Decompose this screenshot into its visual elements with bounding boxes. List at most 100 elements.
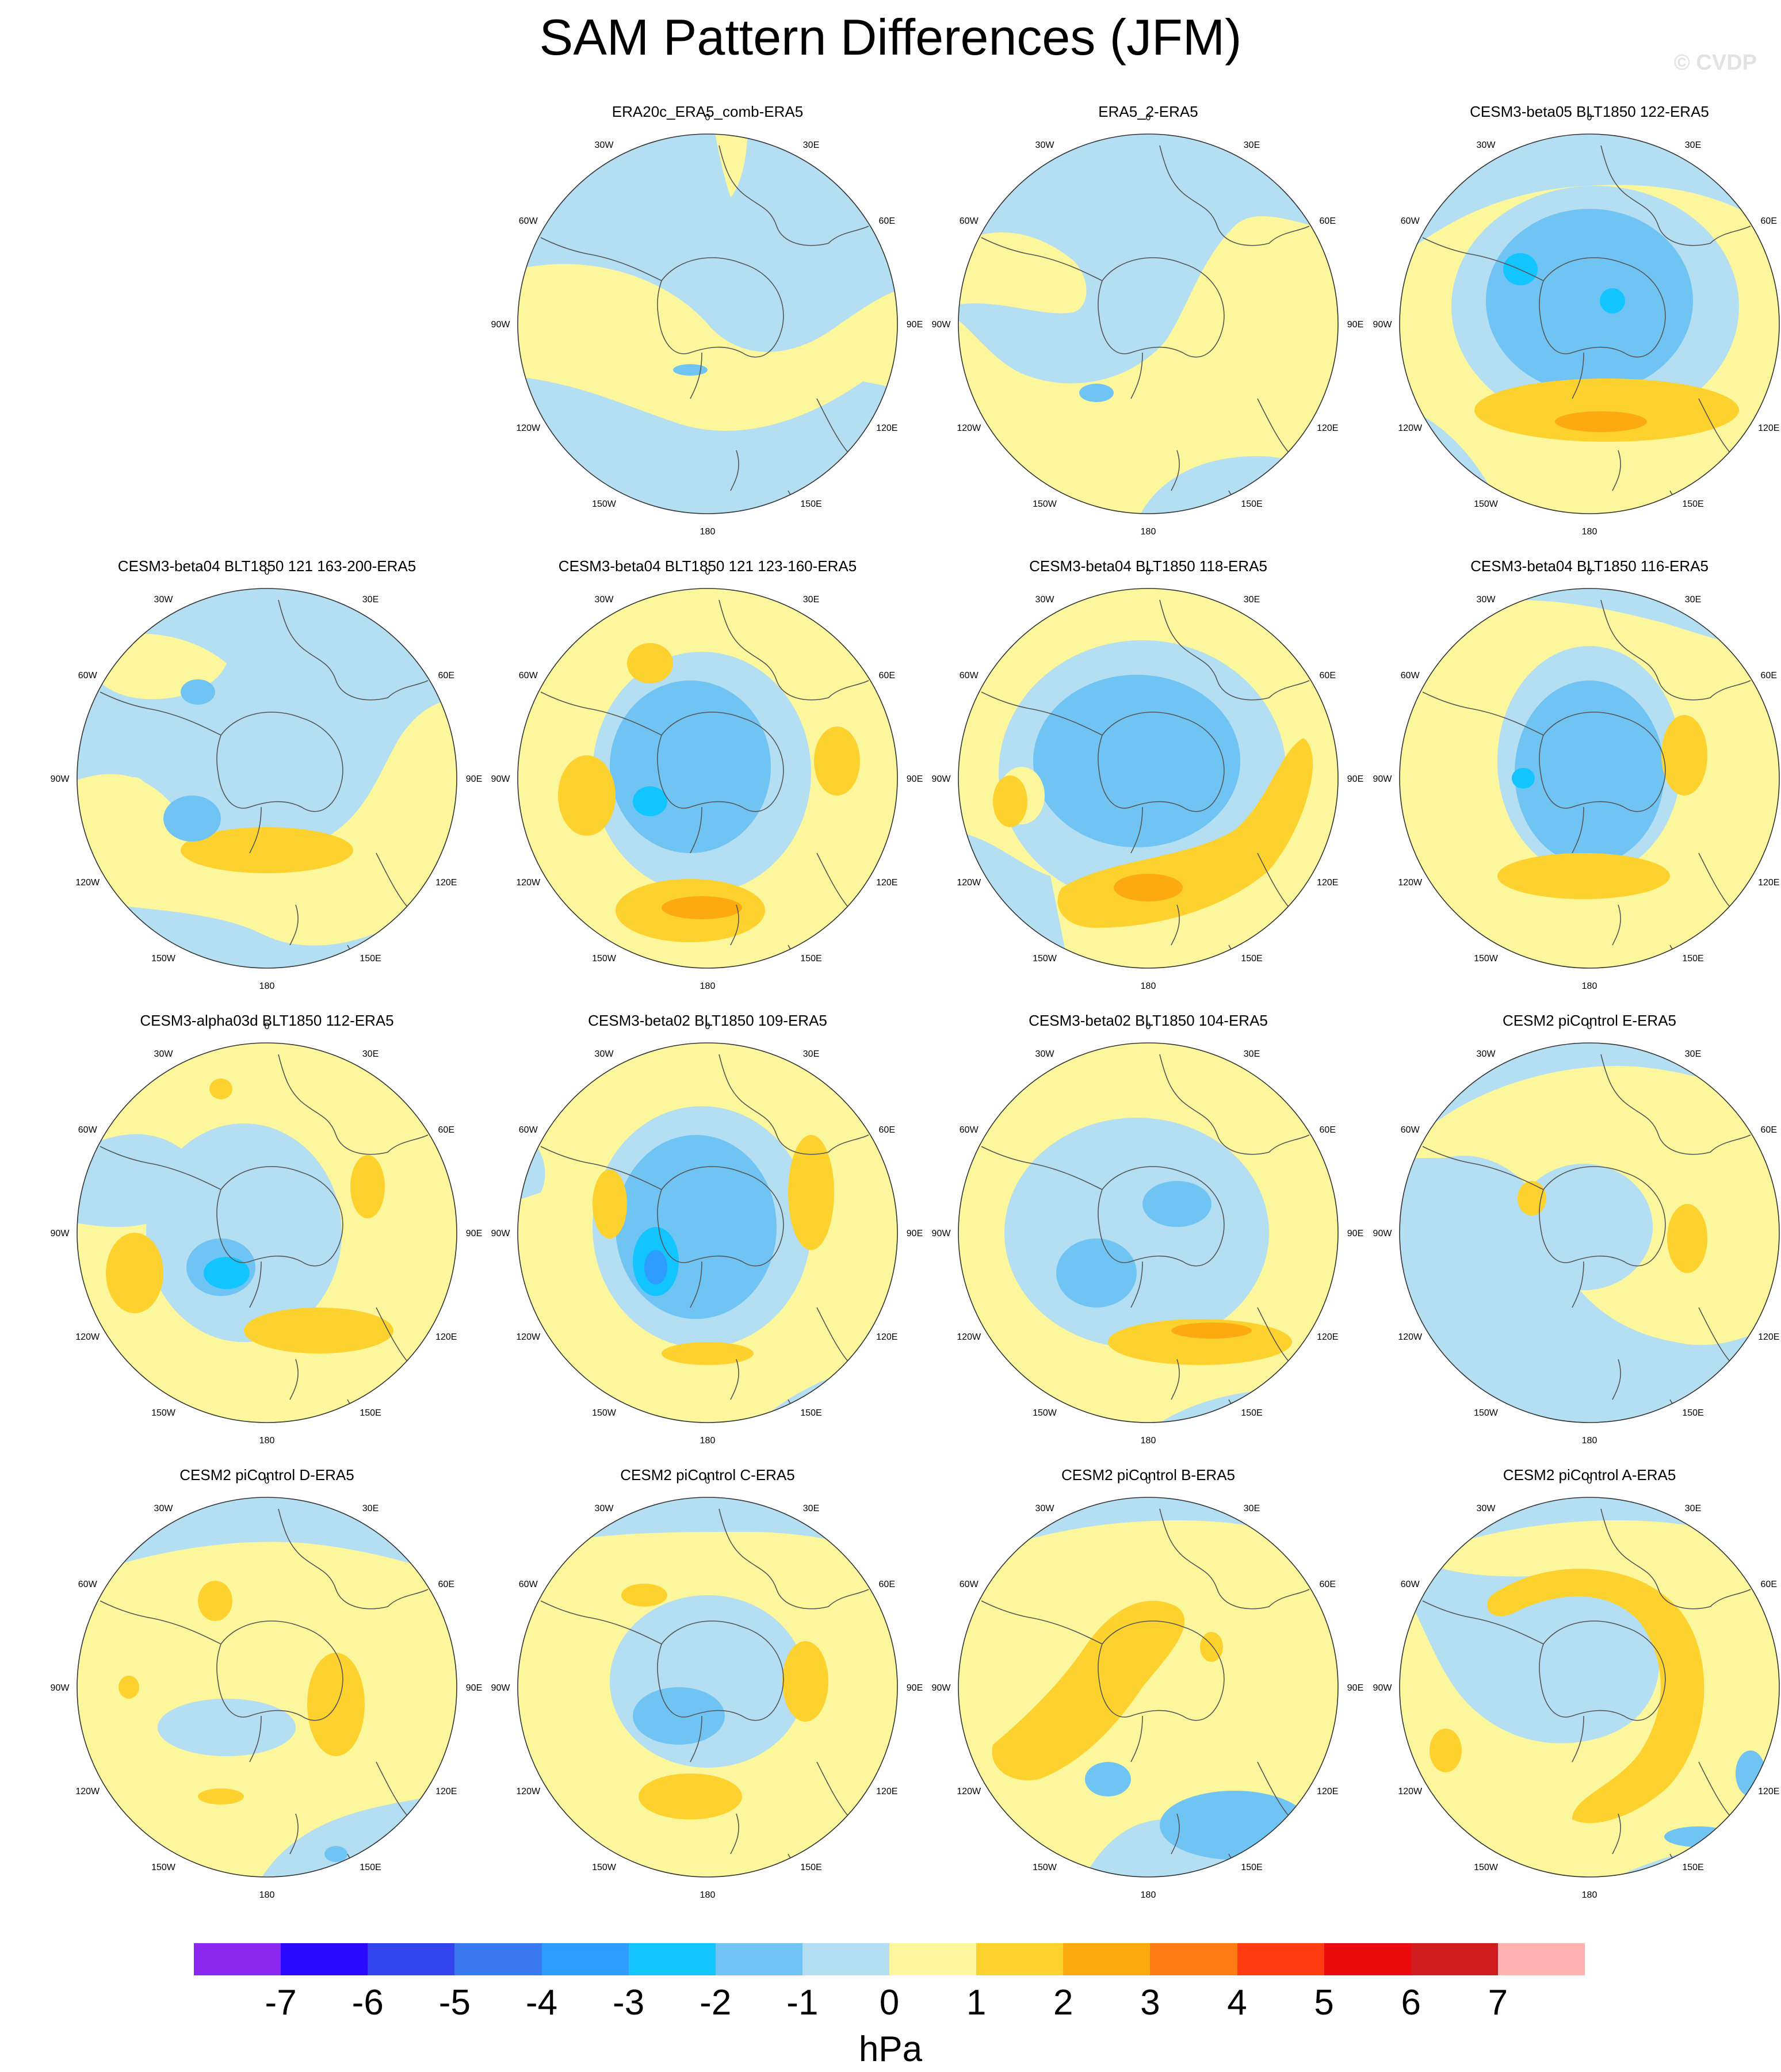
coastline — [730, 904, 739, 946]
coastline — [1612, 450, 1621, 491]
colorbar-swatch — [368, 1943, 455, 1975]
coastline — [1600, 145, 1751, 246]
panel-title: CESM3-beta05 BLT1850 122-ERA5 — [1470, 103, 1709, 120]
longitude-label: 180 — [1141, 981, 1156, 991]
colorbar-swatch — [541, 1943, 629, 1975]
longitude-label: 0 — [265, 1476, 270, 1486]
panel-title: CESM3-beta02 BLT1850 109-ERA5 — [588, 1012, 827, 1029]
longitude-label: 150E — [800, 1408, 821, 1418]
map-panel: CESM3-beta05 BLT1850 122-ERA5030E60E90E1… — [1371, 102, 1781, 540]
coastline — [1171, 904, 1180, 946]
contour-fill — [627, 643, 673, 683]
colorbar-tick-label: 6 — [1401, 1983, 1421, 2023]
contour-fill — [1487, 1569, 1704, 1823]
coastline — [730, 1359, 739, 1400]
colorbar-swatch — [628, 1943, 716, 1975]
contour-fill — [1142, 1181, 1211, 1227]
coastline — [690, 806, 702, 854]
coastline — [1171, 450, 1180, 491]
contour-fill — [1676, 945, 1779, 968]
coastline — [216, 1166, 343, 1267]
longitude-label: 60E — [1320, 216, 1336, 226]
figure-title: SAM Pattern Differences (JFM) — [539, 9, 1242, 66]
map-boundary — [517, 1497, 898, 1878]
longitude-label: 30W — [154, 595, 174, 605]
colorbar-swatch — [1411, 1943, 1498, 1975]
coastline — [1159, 1508, 1310, 1610]
panel-title: CESM2 piControl A-ERA5 — [1503, 1466, 1676, 1484]
contour-fill — [123, 777, 146, 802]
map-boundary — [77, 588, 457, 969]
longitude-label: 30W — [595, 140, 614, 150]
longitude-label: 150E — [800, 1863, 821, 1872]
longitude-label: 30E — [362, 1504, 379, 1513]
contour-fill — [621, 1584, 667, 1607]
longitude-label: 120E — [876, 423, 897, 433]
panel-title: ERA20c_ERA5_comb-ERA5 — [611, 103, 804, 120]
longitude-label: 120E — [1758, 878, 1779, 888]
longitude-label: 90W — [51, 774, 70, 784]
longitude-label: 120W — [516, 423, 541, 433]
longitude-label: 120W — [1398, 878, 1423, 888]
contour-fill — [593, 1169, 627, 1238]
longitude-label: 60E — [1761, 216, 1777, 226]
longitude-label: 60E — [1320, 671, 1336, 681]
contour-fill — [992, 1600, 1185, 1780]
coastline — [1600, 1054, 1751, 1155]
colorbar-units-label: hPa — [858, 2029, 923, 2069]
longitude-label: 120E — [1758, 1332, 1779, 1342]
coastline — [249, 1715, 262, 1763]
coastline — [1171, 1813, 1180, 1855]
longitude-label: 150W — [1474, 499, 1499, 509]
coastline — [1159, 145, 1310, 246]
coastline — [278, 599, 429, 701]
coastline — [1098, 257, 1225, 358]
contour-fill — [1085, 1762, 1131, 1796]
colorbar-tick-label: 1 — [966, 1983, 987, 2023]
longitude-label: 30W — [1035, 1504, 1055, 1513]
longitude-label: 0 — [1587, 567, 1592, 577]
longitude-label: 60E — [879, 216, 895, 226]
map-panel: CESM3-beta04 BLT1850 116-ERA5030E60E90E1… — [1371, 557, 1781, 994]
longitude-label: 150W — [151, 954, 176, 964]
longitude-label: 120W — [957, 423, 981, 433]
map-panel: CESM2 piControl A-ERA5030E60E90E120E150E… — [1371, 1466, 1781, 1903]
contour-fill — [558, 755, 616, 836]
longitude-label: 150W — [1474, 1408, 1499, 1418]
contour-fill — [181, 679, 215, 705]
longitude-label: 60E — [1320, 1125, 1336, 1135]
map-panel: CESM3-beta04 BLT1850 121 163-200-ERA5 0 30… — [48, 557, 486, 994]
coastline — [216, 1620, 343, 1721]
longitude-label: 30W — [154, 1504, 174, 1513]
contour-fill — [77, 899, 457, 968]
longitude-label: 90W — [491, 320, 511, 330]
longitude-label: 120W — [957, 1787, 981, 1796]
contour-fill — [1600, 288, 1625, 314]
colorbar-tick-label: -7 — [265, 1983, 297, 2023]
longitude-label: 30W — [595, 1049, 614, 1059]
coastline — [100, 1146, 221, 1190]
longitude-label: 120E — [876, 878, 897, 888]
colorbar — [194, 1943, 1585, 1975]
longitude-label: 30W — [1477, 140, 1496, 150]
longitude-label: 90W — [1373, 320, 1393, 330]
colorbar-tick-label: 7 — [1488, 1983, 1508, 2023]
contour-fill — [958, 134, 1338, 384]
coastline — [1572, 352, 1584, 399]
longitude-label: 150W — [1033, 1408, 1057, 1418]
longitude-label: 30W — [1477, 1049, 1496, 1059]
coastline — [1612, 904, 1621, 946]
colorbar-swatch — [1237, 1943, 1324, 1975]
panel-title: CESM3-beta04 BLT1850 121 123-160-ERA5 — [558, 557, 857, 575]
longitude-label: 30E — [362, 1049, 379, 1059]
contour-fill — [633, 786, 667, 816]
longitude-label: 120E — [1758, 1787, 1779, 1796]
coastline — [1130, 1715, 1143, 1763]
longitude-label: 90W — [491, 774, 511, 784]
panel-title: CESM2 piControl E-ERA5 — [1503, 1012, 1676, 1029]
